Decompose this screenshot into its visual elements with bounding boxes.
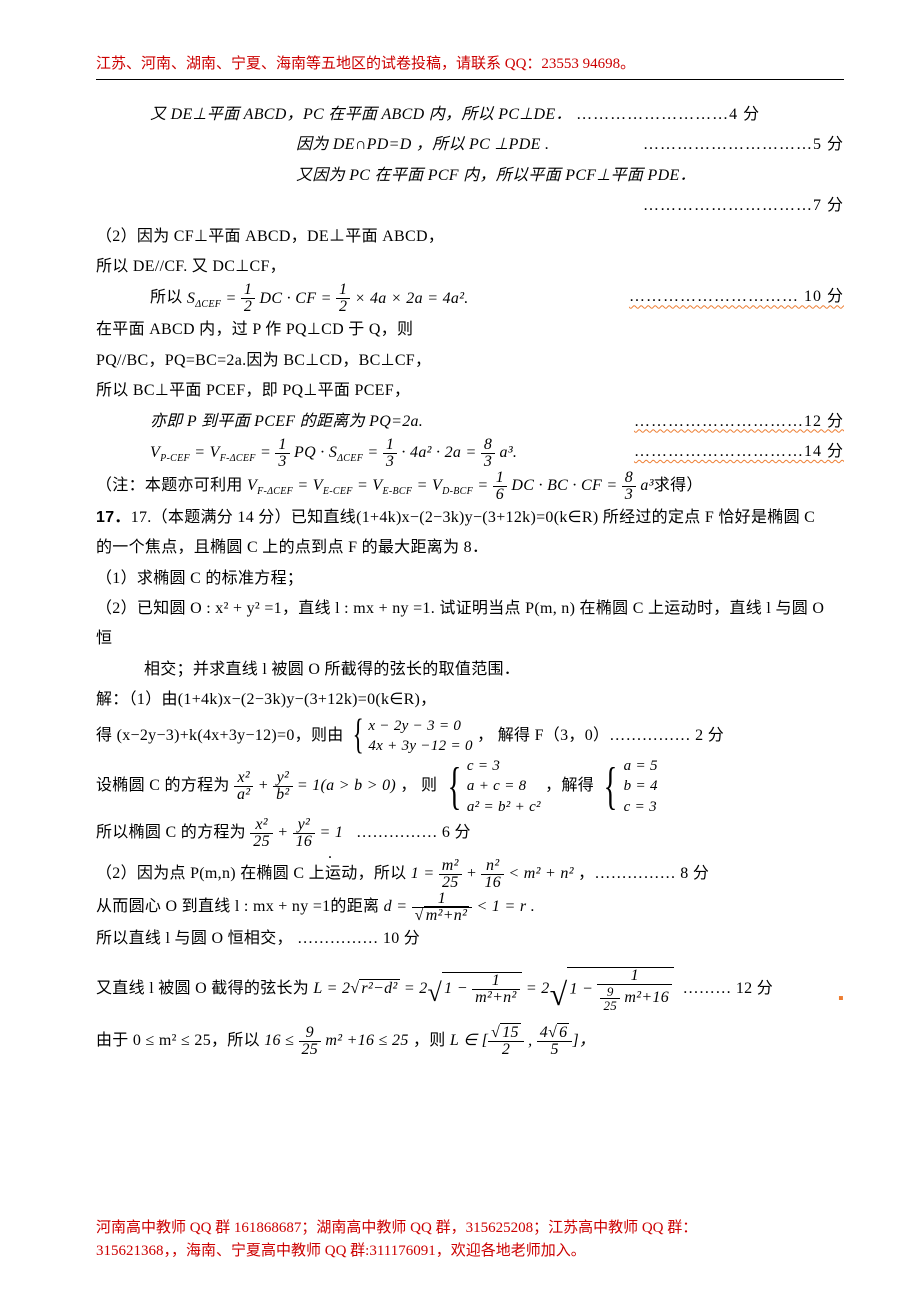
problem-text: 17．17.（本题满分 14 分）已知直线(1+4k)x−(2−3k)y−(3+… xyxy=(96,503,844,533)
text-line: 所以 BC⊥平面 PCEF，即 PQ⊥平面 PCEF， xyxy=(96,376,844,406)
solution-text: 解：（1）由(1+4k)x−(2−3k)y−(3+12k)=0(k∈R)， xyxy=(96,685,844,715)
formula-line: （注：本题亦可利用 VF-ΔCEF = VE-CEF = VE-BCF = VD… xyxy=(96,470,844,503)
problem-text: （2）已知圆 O : x² + y² =1，直线 l : mx + ny =1.… xyxy=(96,594,844,655)
formula-line: VP-CEF = VF-ΔCEF = 13 PQ · SΔCEF = 13 · … xyxy=(96,437,844,470)
solution-text: 设椭圆 C 的方程为 x²a² + y²b² = 1(a > b > 0) ， … xyxy=(96,756,844,817)
solution-text: 得 (x−2y−3)+k(4x+3y−12)=0，则由 {x − 2y − 3 … xyxy=(96,716,844,757)
text-line: 因为 DE∩PD=D ，所以 PC ⊥PDE . …………………………5 分 xyxy=(96,130,844,160)
page-footer: 河南高中教师 QQ 群 161868687；湖南高中教师 QQ 群，315625… xyxy=(96,1217,844,1262)
problem-text: （1）求椭圆 C 的标准方程； xyxy=(96,564,844,594)
text-line: 又因为 PC 在平面 PCF 内，所以平面 PCF⊥平面 PDE． ………………… xyxy=(96,161,844,222)
solution-text: 又直线 l 被圆 O 截得的弦长为 L = 2√r²−d² = 2√1 − 1m… xyxy=(96,964,844,1025)
formula-line: 所以 SΔCEF = 12 DC · CF = 12 × 4a × 2a = 4… xyxy=(96,282,844,315)
problem-text: 的一个焦点，且椭圆 C 上的点到点 F 的最大距离为 8． xyxy=(96,533,844,563)
solution-text: （2）因为点 P(m,n) 在椭圆 C 上运动，所以 1 = m²25 + n²… xyxy=(96,858,844,891)
solution-text: 所以椭圆 C 的方程为 x²25 + y²16 = 1 …………… 6 分 . xyxy=(96,817,844,858)
text-line: 所以 DE//CF. 又 DC⊥CF， xyxy=(96,252,844,282)
text-line: 亦即 P 到平面 PCEF 的距离为 PQ=2a. …………………………12 分 xyxy=(96,407,844,437)
problem-text: 相交；并求直线 l 被圆 O 所截得的弦长的取值范围． xyxy=(96,655,844,685)
text-line: 又 DE⊥平面 ABCD，PC 在平面 ABCD 内，所以 PC⊥DE． ………… xyxy=(96,100,844,130)
page-header: 江苏、河南、湖南、宁夏、海南等五地区的试卷投稿，请联系 QQ：23553 946… xyxy=(96,52,844,73)
text-line: PQ//BC，PQ=BC=2a.因为 BC⊥CD，BC⊥CF， xyxy=(96,346,844,376)
text-line: （2）因为 CF⊥平面 ABCD，DE⊥平面 ABCD， xyxy=(96,222,844,252)
text-line: 在平面 ABCD 内，过 P 作 PQ⊥CD 于 Q，则 xyxy=(96,315,844,345)
solution-text: 从而圆心 O 到直线 l : mx + ny =1的距离 d = 1√m²+n²… xyxy=(96,891,844,924)
solution-text: 由于 0 ≤ m² ≤ 25，所以 16 ≤ 925 m² +16 ≤ 25 ，… xyxy=(96,1025,844,1058)
header-rule xyxy=(96,79,844,80)
solution-text: 所以直线 l 与圆 O 恒相交， …………… 10 分 xyxy=(96,924,844,954)
